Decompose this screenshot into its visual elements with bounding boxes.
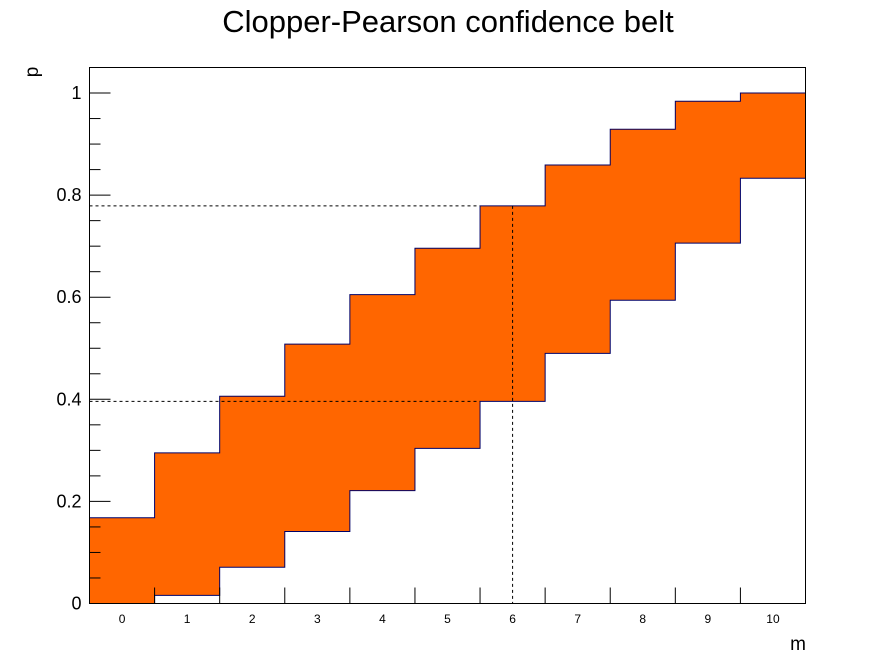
y-tick-label: 0 bbox=[71, 594, 81, 614]
x-tick-label: 4 bbox=[379, 612, 386, 626]
x-axis: 0 1 2 3 4 5 6 7 8 9 10 bbox=[119, 587, 780, 626]
confidence-belt bbox=[89, 92, 806, 604]
x-tick-label: 2 bbox=[249, 612, 256, 626]
x-axis-label: m bbox=[790, 634, 806, 655]
y-tick-label: 0.2 bbox=[56, 491, 81, 511]
plot-frame bbox=[89, 67, 806, 604]
x-tick-label: 9 bbox=[705, 612, 712, 626]
y-tick-label: 0.8 bbox=[56, 185, 81, 205]
x-tick-label: 7 bbox=[574, 612, 581, 626]
x-tick-label: 10 bbox=[766, 612, 780, 626]
x-tick-label: 0 bbox=[119, 612, 126, 626]
y-axis-label: p bbox=[22, 67, 43, 78]
x-tick-label: 5 bbox=[444, 612, 451, 626]
y-axis: 0 0.2 0.4 0.6 0.8 1 bbox=[56, 67, 111, 614]
x-tick-label: 6 bbox=[509, 612, 516, 626]
y-tick-label: 0.6 bbox=[56, 287, 81, 307]
x-tick-label: 1 bbox=[184, 612, 191, 626]
chart-title: Clopper-Pearson confidence belt bbox=[222, 4, 674, 39]
x-tick-label: 8 bbox=[639, 612, 646, 626]
y-tick-label: 0.4 bbox=[56, 389, 81, 409]
interval-lines bbox=[89, 205, 514, 604]
y-tick-label: 1 bbox=[71, 83, 81, 103]
x-tick-label: 3 bbox=[314, 612, 321, 626]
belt-area bbox=[89, 92, 806, 604]
